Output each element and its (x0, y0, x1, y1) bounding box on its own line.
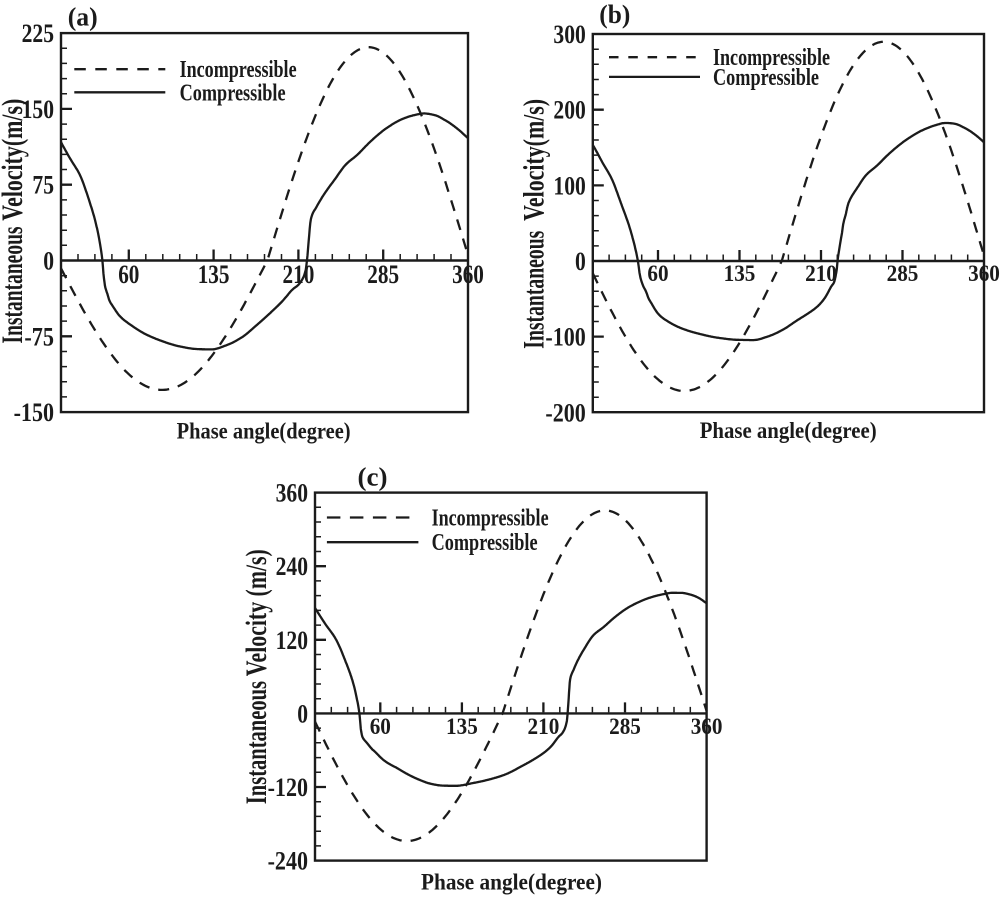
svg-text:75: 75 (32, 171, 54, 200)
svg-text:(c): (c) (358, 463, 388, 492)
svg-text:Instantaneous: Instantaneous (240, 681, 273, 804)
svg-text:(b): (b) (599, 0, 630, 29)
svg-text:360: 360 (691, 714, 723, 739)
svg-text:-240: -240 (268, 847, 308, 876)
svg-text:Incompressible: Incompressible (713, 45, 830, 71)
svg-text:60: 60 (647, 261, 668, 286)
svg-text:Incompressible: Incompressible (432, 506, 549, 532)
svg-text:285: 285 (609, 714, 641, 739)
svg-text:Instantaneous: Instantaneous (517, 231, 550, 349)
svg-text:285: 285 (887, 261, 919, 286)
svg-text:285: 285 (367, 260, 399, 289)
svg-text:135: 135 (198, 260, 230, 289)
svg-text:-75: -75 (24, 322, 54, 351)
svg-text:360: 360 (276, 479, 308, 508)
svg-text:Phase angle(degree): Phase angle(degree) (700, 418, 877, 443)
svg-text:100: 100 (553, 171, 585, 200)
svg-text:Velocity (m/s): Velocity (m/s) (240, 549, 273, 676)
svg-text:360: 360 (968, 261, 1000, 286)
svg-text:300: 300 (553, 20, 585, 49)
svg-text:210: 210 (528, 714, 560, 739)
svg-text:0: 0 (575, 247, 586, 276)
svg-text:60: 60 (370, 714, 391, 739)
svg-text:Velocity(m/s): Velocity(m/s) (0, 99, 29, 221)
svg-text:-120: -120 (268, 773, 308, 802)
svg-text:225: 225 (22, 19, 54, 48)
svg-text:-100: -100 (545, 323, 585, 352)
svg-text:60: 60 (118, 260, 139, 289)
svg-text:240: 240 (276, 552, 308, 581)
svg-text:Phase angle(degree): Phase angle(degree) (177, 419, 351, 444)
svg-text:135: 135 (724, 261, 756, 286)
svg-text:Instantaneous: Instantaneous (0, 227, 29, 344)
svg-text:150: 150 (22, 95, 54, 124)
svg-text:0: 0 (43, 247, 54, 276)
svg-text:135: 135 (446, 714, 478, 739)
svg-text:200: 200 (553, 96, 585, 125)
svg-text:-200: -200 (545, 398, 585, 427)
svg-text:(a): (a) (68, 3, 98, 32)
svg-text:Velocity(m/s): Velocity(m/s) (517, 99, 550, 221)
svg-text:210: 210 (805, 261, 837, 286)
svg-text:Compressible: Compressible (713, 65, 819, 91)
svg-text:120: 120 (276, 626, 308, 655)
svg-text:0: 0 (297, 699, 308, 728)
svg-text:360: 360 (452, 260, 484, 289)
svg-text:-150: -150 (14, 398, 54, 427)
svg-text:Compressible: Compressible (432, 530, 538, 556)
svg-text:Compressible: Compressible (180, 80, 286, 106)
svg-text:Phase angle(degree): Phase angle(degree) (421, 869, 602, 894)
svg-text:Incompressible: Incompressible (180, 57, 297, 83)
